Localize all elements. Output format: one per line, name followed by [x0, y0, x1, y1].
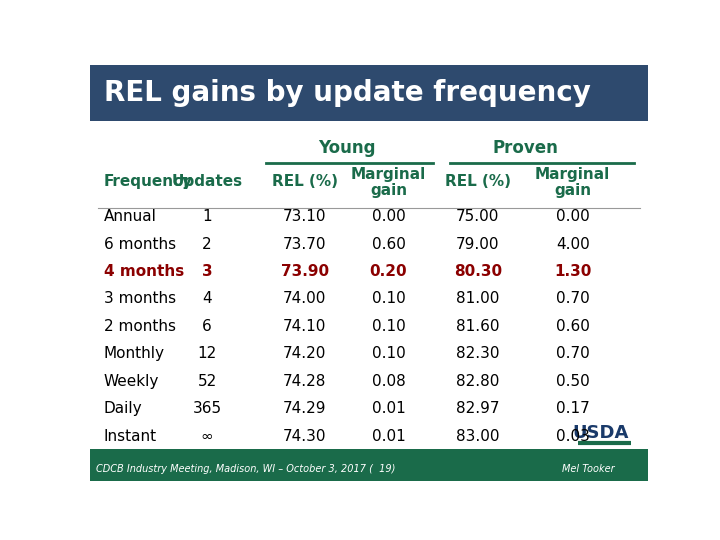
Text: 52: 52 — [197, 374, 217, 389]
Text: Young: Young — [318, 139, 375, 157]
Text: 0.00: 0.00 — [372, 209, 405, 224]
Text: 74.29: 74.29 — [283, 401, 327, 416]
Text: 74.00: 74.00 — [283, 292, 326, 306]
Text: 1: 1 — [202, 209, 212, 224]
Text: 0.10: 0.10 — [372, 319, 405, 334]
Text: 2 months: 2 months — [104, 319, 176, 334]
Text: 74.10: 74.10 — [283, 319, 326, 334]
Text: 0.60: 0.60 — [556, 319, 590, 334]
Text: REL (%): REL (%) — [272, 174, 338, 188]
Text: Weekly: Weekly — [104, 374, 159, 389]
Text: 4.00: 4.00 — [556, 237, 590, 252]
Text: 73.90: 73.90 — [281, 264, 329, 279]
Text: USDA: USDA — [572, 424, 629, 442]
Text: 73.70: 73.70 — [283, 237, 327, 252]
Text: 80.30: 80.30 — [454, 264, 502, 279]
Text: Frequency: Frequency — [104, 174, 193, 188]
Text: 74.20: 74.20 — [283, 346, 326, 361]
Text: 365: 365 — [193, 401, 222, 416]
Text: 73.10: 73.10 — [283, 209, 327, 224]
Text: Instant: Instant — [104, 429, 157, 443]
Text: 12: 12 — [197, 346, 217, 361]
Text: 82.80: 82.80 — [456, 374, 500, 389]
Text: 79.00: 79.00 — [456, 237, 500, 252]
Text: Marginal: Marginal — [351, 167, 426, 183]
Text: REL gains by update frequency: REL gains by update frequency — [104, 79, 591, 107]
Text: 0.10: 0.10 — [372, 292, 405, 306]
Text: 1.30: 1.30 — [554, 264, 591, 279]
Text: 0.60: 0.60 — [372, 237, 405, 252]
Text: 83.00: 83.00 — [456, 429, 500, 443]
Text: Marginal: Marginal — [535, 167, 611, 183]
Text: Daily: Daily — [104, 401, 143, 416]
Text: 75.00: 75.00 — [456, 209, 500, 224]
Text: 6 months: 6 months — [104, 237, 176, 252]
Text: 6: 6 — [202, 319, 212, 334]
Text: 82.30: 82.30 — [456, 346, 500, 361]
Text: 0.20: 0.20 — [369, 264, 408, 279]
Text: 3 months: 3 months — [104, 292, 176, 306]
Text: Proven: Proven — [492, 139, 558, 157]
Text: 0.03: 0.03 — [556, 429, 590, 443]
Text: 0.01: 0.01 — [372, 401, 405, 416]
Text: 0.70: 0.70 — [556, 292, 590, 306]
Text: 0.10: 0.10 — [372, 346, 405, 361]
Text: 0.00: 0.00 — [556, 209, 590, 224]
Text: 3: 3 — [202, 264, 212, 279]
Text: 0.50: 0.50 — [556, 374, 590, 389]
FancyBboxPatch shape — [90, 65, 648, 121]
Text: CDCB Industry Meeting, Madison, WI – October 3, 2017 (  19): CDCB Industry Meeting, Madison, WI – Oct… — [96, 464, 395, 474]
Text: gain: gain — [370, 183, 407, 198]
Text: 0.08: 0.08 — [372, 374, 405, 389]
Text: gain: gain — [554, 183, 591, 198]
Text: 0.17: 0.17 — [556, 401, 590, 416]
Text: ∞: ∞ — [201, 429, 214, 443]
Text: 81.60: 81.60 — [456, 319, 500, 334]
Text: REL (%): REL (%) — [445, 174, 510, 188]
Text: Annual: Annual — [104, 209, 157, 224]
Text: Mel Tooker: Mel Tooker — [562, 464, 614, 474]
Text: 4 months: 4 months — [104, 264, 184, 279]
Text: 4: 4 — [202, 292, 212, 306]
Text: 74.30: 74.30 — [283, 429, 327, 443]
Text: 74.28: 74.28 — [283, 374, 326, 389]
Text: 81.00: 81.00 — [456, 292, 500, 306]
FancyBboxPatch shape — [90, 449, 648, 481]
Text: Updates: Updates — [171, 174, 243, 188]
Text: 2: 2 — [202, 237, 212, 252]
Text: 82.97: 82.97 — [456, 401, 500, 416]
Text: 0.70: 0.70 — [556, 346, 590, 361]
Text: Monthly: Monthly — [104, 346, 165, 361]
Text: 0.01: 0.01 — [372, 429, 405, 443]
